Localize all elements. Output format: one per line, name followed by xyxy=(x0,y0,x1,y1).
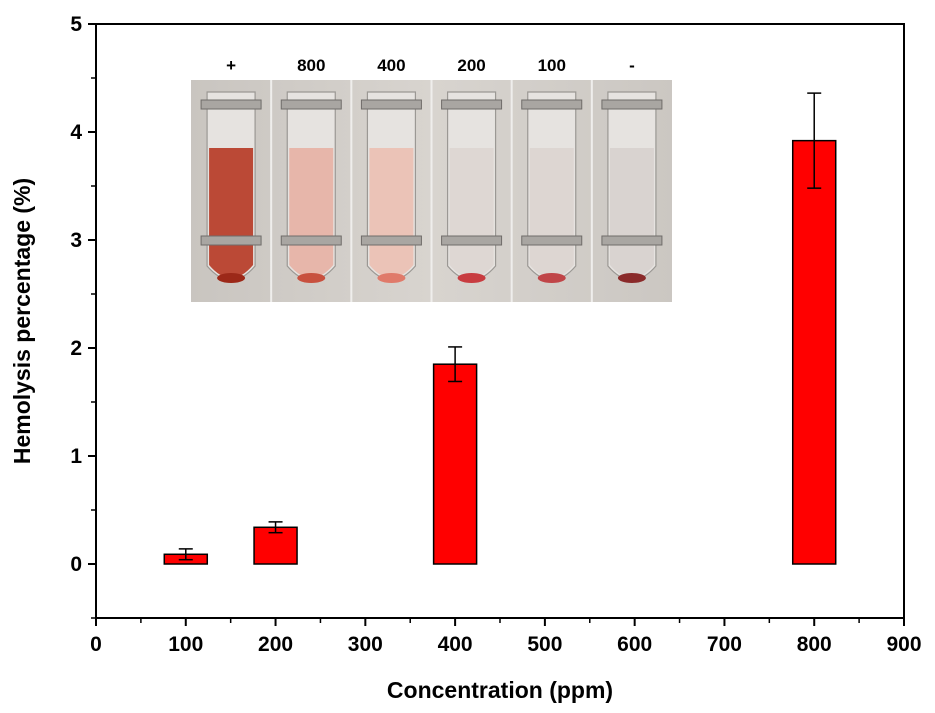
tube-photo-inset: +800 400 200 100 - xyxy=(191,56,672,302)
x-tick-label: 700 xyxy=(707,633,742,656)
tube-liquid xyxy=(289,148,334,278)
tube-bottom-ring xyxy=(441,235,503,246)
tube-top-ring xyxy=(521,99,583,110)
tube-label: + xyxy=(226,56,236,75)
x-tick-label: 500 xyxy=(527,633,562,656)
tube-pellet xyxy=(617,273,646,283)
x-tick-label: 400 xyxy=(438,633,473,656)
tube-top-ring xyxy=(360,99,422,110)
y-tick-label: 5 xyxy=(70,13,82,36)
x-tick-label: 0 xyxy=(90,633,102,656)
tube-label: 400 xyxy=(377,56,405,75)
tube-bottom-ring xyxy=(280,235,342,246)
y-axis-ticks: 0 1 2 3 4 5 xyxy=(70,13,96,619)
tube-bottom-ring xyxy=(200,235,262,246)
tube-pellet xyxy=(377,273,406,283)
x-tick-label: 300 xyxy=(348,633,383,656)
bar-series xyxy=(163,92,837,565)
tube-bottom-ring xyxy=(521,235,583,246)
tube-top-ring xyxy=(280,99,342,110)
y-tick-label: 3 xyxy=(70,229,82,252)
x-axis-ticks: 0 100 200 300 400 500 600 700 800 900 xyxy=(90,618,922,656)
x-tick-label: 600 xyxy=(617,633,652,656)
y-axis-title: Hemolysis percentage (%) xyxy=(9,178,35,464)
tube-liquid xyxy=(609,148,654,278)
tube-label: - xyxy=(629,56,635,75)
tube-liquid xyxy=(529,148,574,278)
bar xyxy=(791,139,837,565)
tube-bottom-ring xyxy=(601,235,663,246)
x-tick-label: 200 xyxy=(258,633,293,656)
tube-label: 100 xyxy=(538,56,566,75)
tube-pellet xyxy=(457,273,486,283)
tube-top-ring xyxy=(441,99,503,110)
tube-pellet xyxy=(537,273,566,283)
tube-bottom-ring xyxy=(360,235,422,246)
tube-label: 800 xyxy=(297,56,325,75)
tube-label: 200 xyxy=(457,56,485,75)
y-tick-label: 1 xyxy=(70,445,82,468)
tube-liquid xyxy=(449,148,494,278)
bar xyxy=(432,363,478,565)
x-tick-label: 100 xyxy=(168,633,203,656)
x-axis-title: Concentration (ppm) xyxy=(387,677,613,703)
y-tick-label: 4 xyxy=(70,121,82,144)
tube-liquid xyxy=(209,148,254,278)
y-tick-label: 0 xyxy=(70,553,82,576)
y-tick-label: 2 xyxy=(70,337,82,360)
tube-liquid xyxy=(369,148,414,278)
x-tick-label: 900 xyxy=(886,633,921,656)
x-tick-label: 800 xyxy=(797,633,832,656)
tube-pellet xyxy=(217,273,246,283)
tube-top-ring xyxy=(601,99,663,110)
tube-pellet xyxy=(297,273,326,283)
tube-top-ring xyxy=(200,99,262,110)
